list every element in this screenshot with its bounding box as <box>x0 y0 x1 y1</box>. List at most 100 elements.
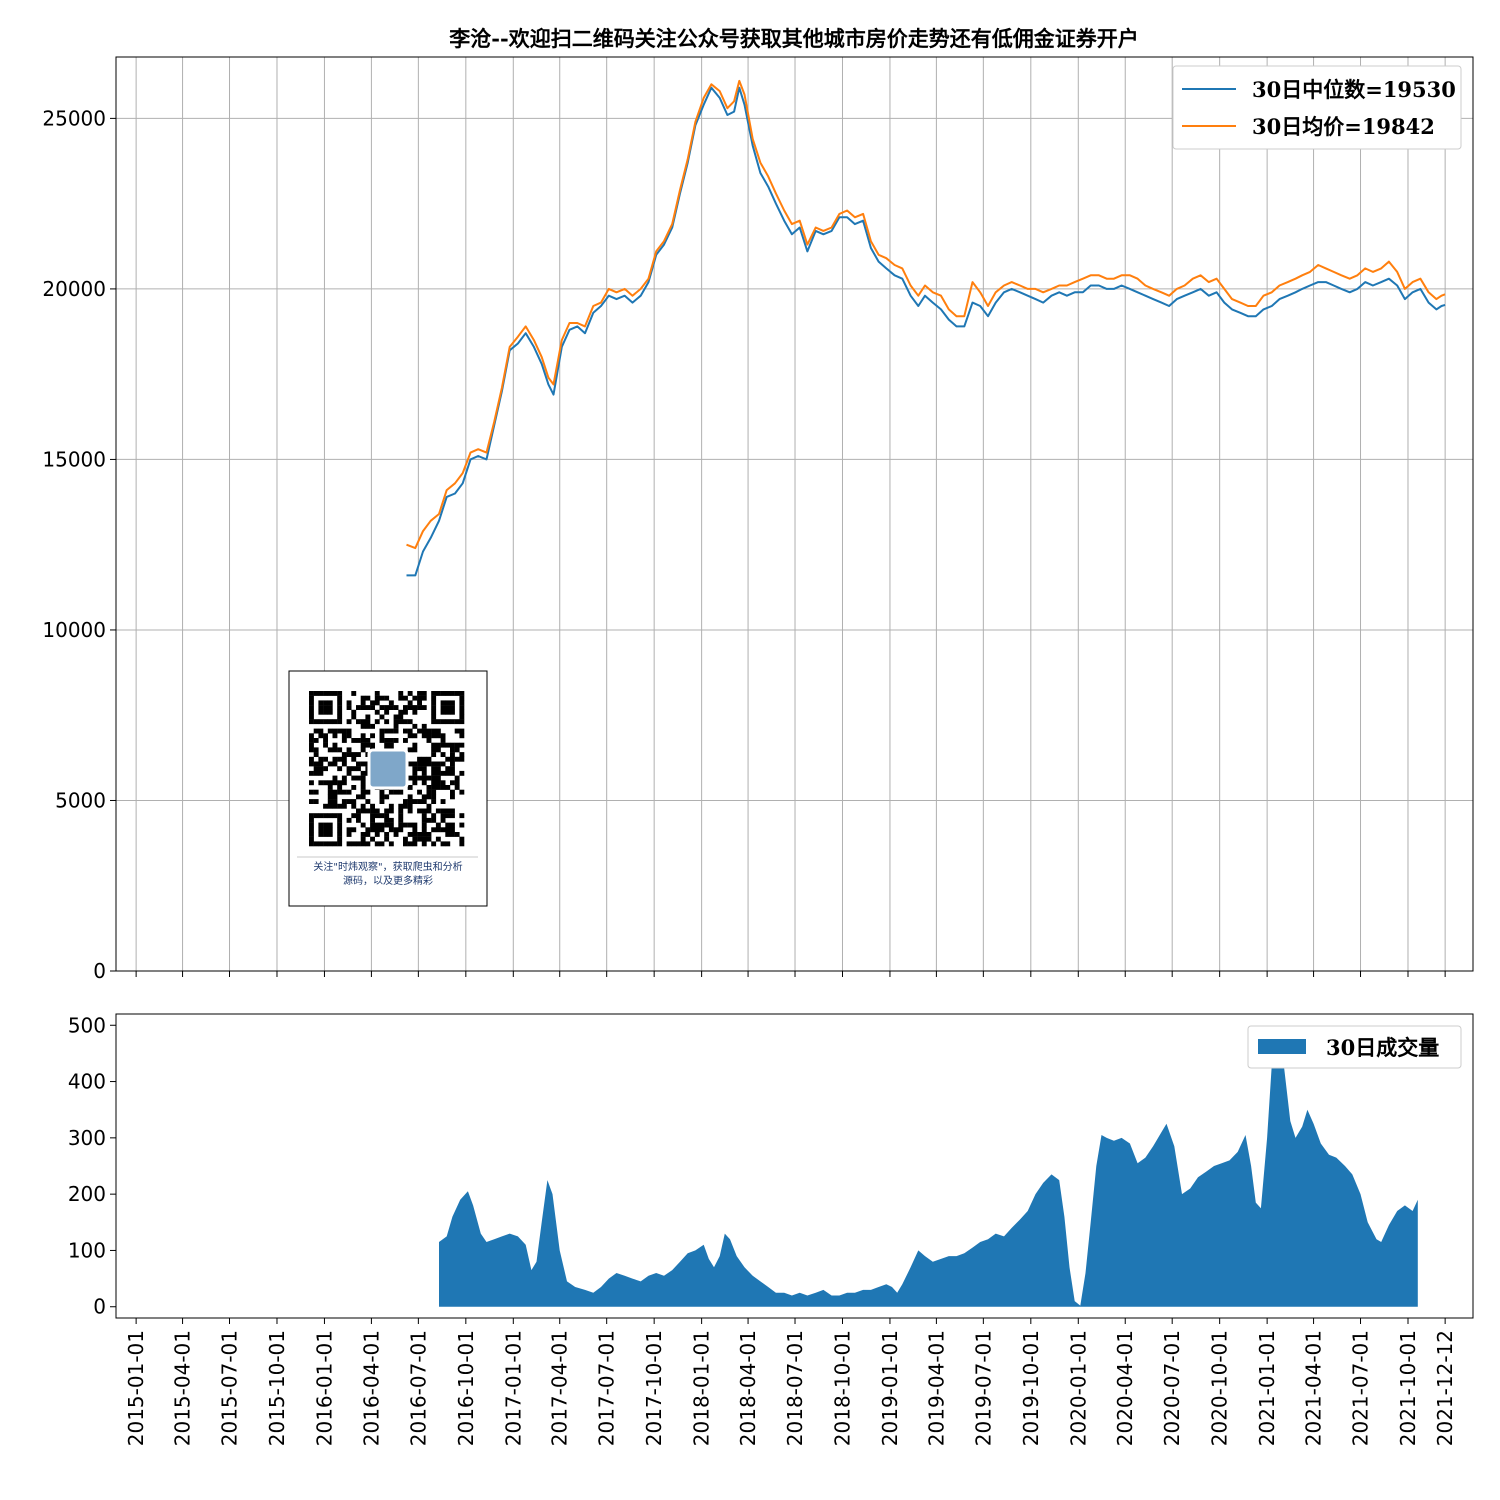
qr-module <box>440 709 446 715</box>
qr-module <box>412 836 418 842</box>
qr-module <box>407 691 413 696</box>
qr-module <box>337 813 343 819</box>
qr-module <box>417 808 422 814</box>
qr-module <box>309 756 314 762</box>
qr-module <box>365 738 371 743</box>
qr-module <box>426 738 432 743</box>
qr-module <box>459 719 465 725</box>
x-tick-label: 2020-01-01 <box>1066 1330 1090 1446</box>
qr-module <box>337 714 343 720</box>
qr-module <box>407 799 413 804</box>
qr-module <box>388 827 394 833</box>
qr-module <box>309 832 314 837</box>
price-series <box>406 79 1446 577</box>
qr-module <box>374 827 380 833</box>
qr-module <box>332 780 338 786</box>
x-tick-label: 2018-04-01 <box>736 1330 760 1446</box>
qr-module <box>332 799 338 804</box>
qr-module <box>374 822 380 828</box>
qr-module <box>370 700 375 706</box>
qr-module <box>318 766 324 772</box>
qr-module <box>332 691 338 696</box>
qr-module <box>337 780 343 786</box>
qr-module <box>356 775 361 781</box>
qr-module <box>417 695 422 701</box>
qr-code-icon[interactable] <box>309 691 465 847</box>
x-tick-label: 2017-01-01 <box>501 1330 525 1446</box>
qr-module <box>332 803 338 809</box>
qr-module <box>370 817 375 823</box>
qr-module <box>417 789 422 795</box>
qr-module <box>309 799 314 804</box>
qr-caption-line1: 关注"时炜观察"，获取爬虫和分析 <box>313 860 462 873</box>
qr-module <box>327 700 333 706</box>
qr-module <box>403 799 408 804</box>
qr-module <box>407 728 413 734</box>
price-legend: 30日中位数=19530 30日均价=19842 <box>1172 65 1462 150</box>
qr-module <box>341 752 347 757</box>
qr-module <box>346 752 352 757</box>
qr-module <box>318 691 324 696</box>
qr-module <box>431 770 437 776</box>
qr-module <box>421 705 427 710</box>
qr-module <box>450 709 455 715</box>
qr-module <box>341 761 347 767</box>
qr-module <box>398 719 404 725</box>
qr-module <box>365 832 371 837</box>
qr-module <box>398 803 404 809</box>
qr-module <box>431 827 437 833</box>
qr-module <box>313 841 319 847</box>
qr-module <box>403 822 408 828</box>
qr-module <box>412 766 418 772</box>
x-tick-label: 2017-10-01 <box>642 1330 666 1446</box>
qr-code-box[interactable]: 关注"时炜观察"，获取爬虫和分析 源码，以及更多精彩 <box>288 670 488 907</box>
qr-module <box>313 789 319 795</box>
qr-module <box>417 691 422 696</box>
qr-module <box>360 723 366 729</box>
qr-module <box>445 709 451 715</box>
qr-module <box>403 836 408 842</box>
x-tick-label: 2018-10-01 <box>830 1330 854 1446</box>
qr-module <box>365 695 371 701</box>
qr-module <box>351 756 357 762</box>
qr-module <box>356 817 361 823</box>
qr-module <box>421 836 427 842</box>
qr-module <box>365 714 371 720</box>
qr-module <box>459 822 465 828</box>
qr-module <box>417 705 422 710</box>
qr-module <box>435 775 441 781</box>
qr-module <box>360 733 366 739</box>
qr-module <box>421 761 427 767</box>
qr-module <box>431 794 437 800</box>
qr-module <box>318 756 324 762</box>
qr-module <box>440 813 446 819</box>
x-tick-label: 2020-10-01 <box>1208 1330 1232 1446</box>
qr-module <box>323 719 328 725</box>
qr-module <box>445 742 451 748</box>
qr-module <box>309 822 314 828</box>
qr-module <box>337 803 343 809</box>
qr-module <box>388 705 394 710</box>
qr-module <box>341 780 347 786</box>
qr-module <box>412 723 418 729</box>
qr-module <box>360 789 366 795</box>
volume-x-ticks: 2015-01-01 2015-04-01 2015-07-01 2015-10-01… <box>124 1318 1457 1446</box>
qr-module <box>365 723 371 729</box>
x-tick-label: 2015-07-01 <box>218 1330 242 1446</box>
qr-module <box>309 813 314 819</box>
qr-module <box>431 691 437 696</box>
qr-module <box>407 794 413 800</box>
x-tick-label: 2021-01-01 <box>1255 1330 1279 1446</box>
qr-module <box>309 836 314 842</box>
qr-module <box>450 691 455 696</box>
qr-module <box>388 803 394 809</box>
qr-module <box>454 832 460 837</box>
qr-module <box>309 841 314 847</box>
qr-module <box>337 695 343 701</box>
qr-module <box>398 691 404 696</box>
qr-module <box>360 700 366 706</box>
qr-module <box>365 719 371 725</box>
x-tick-label: 2015-01-01 <box>124 1330 148 1446</box>
qr-module <box>379 827 385 833</box>
qr-module <box>370 808 375 814</box>
